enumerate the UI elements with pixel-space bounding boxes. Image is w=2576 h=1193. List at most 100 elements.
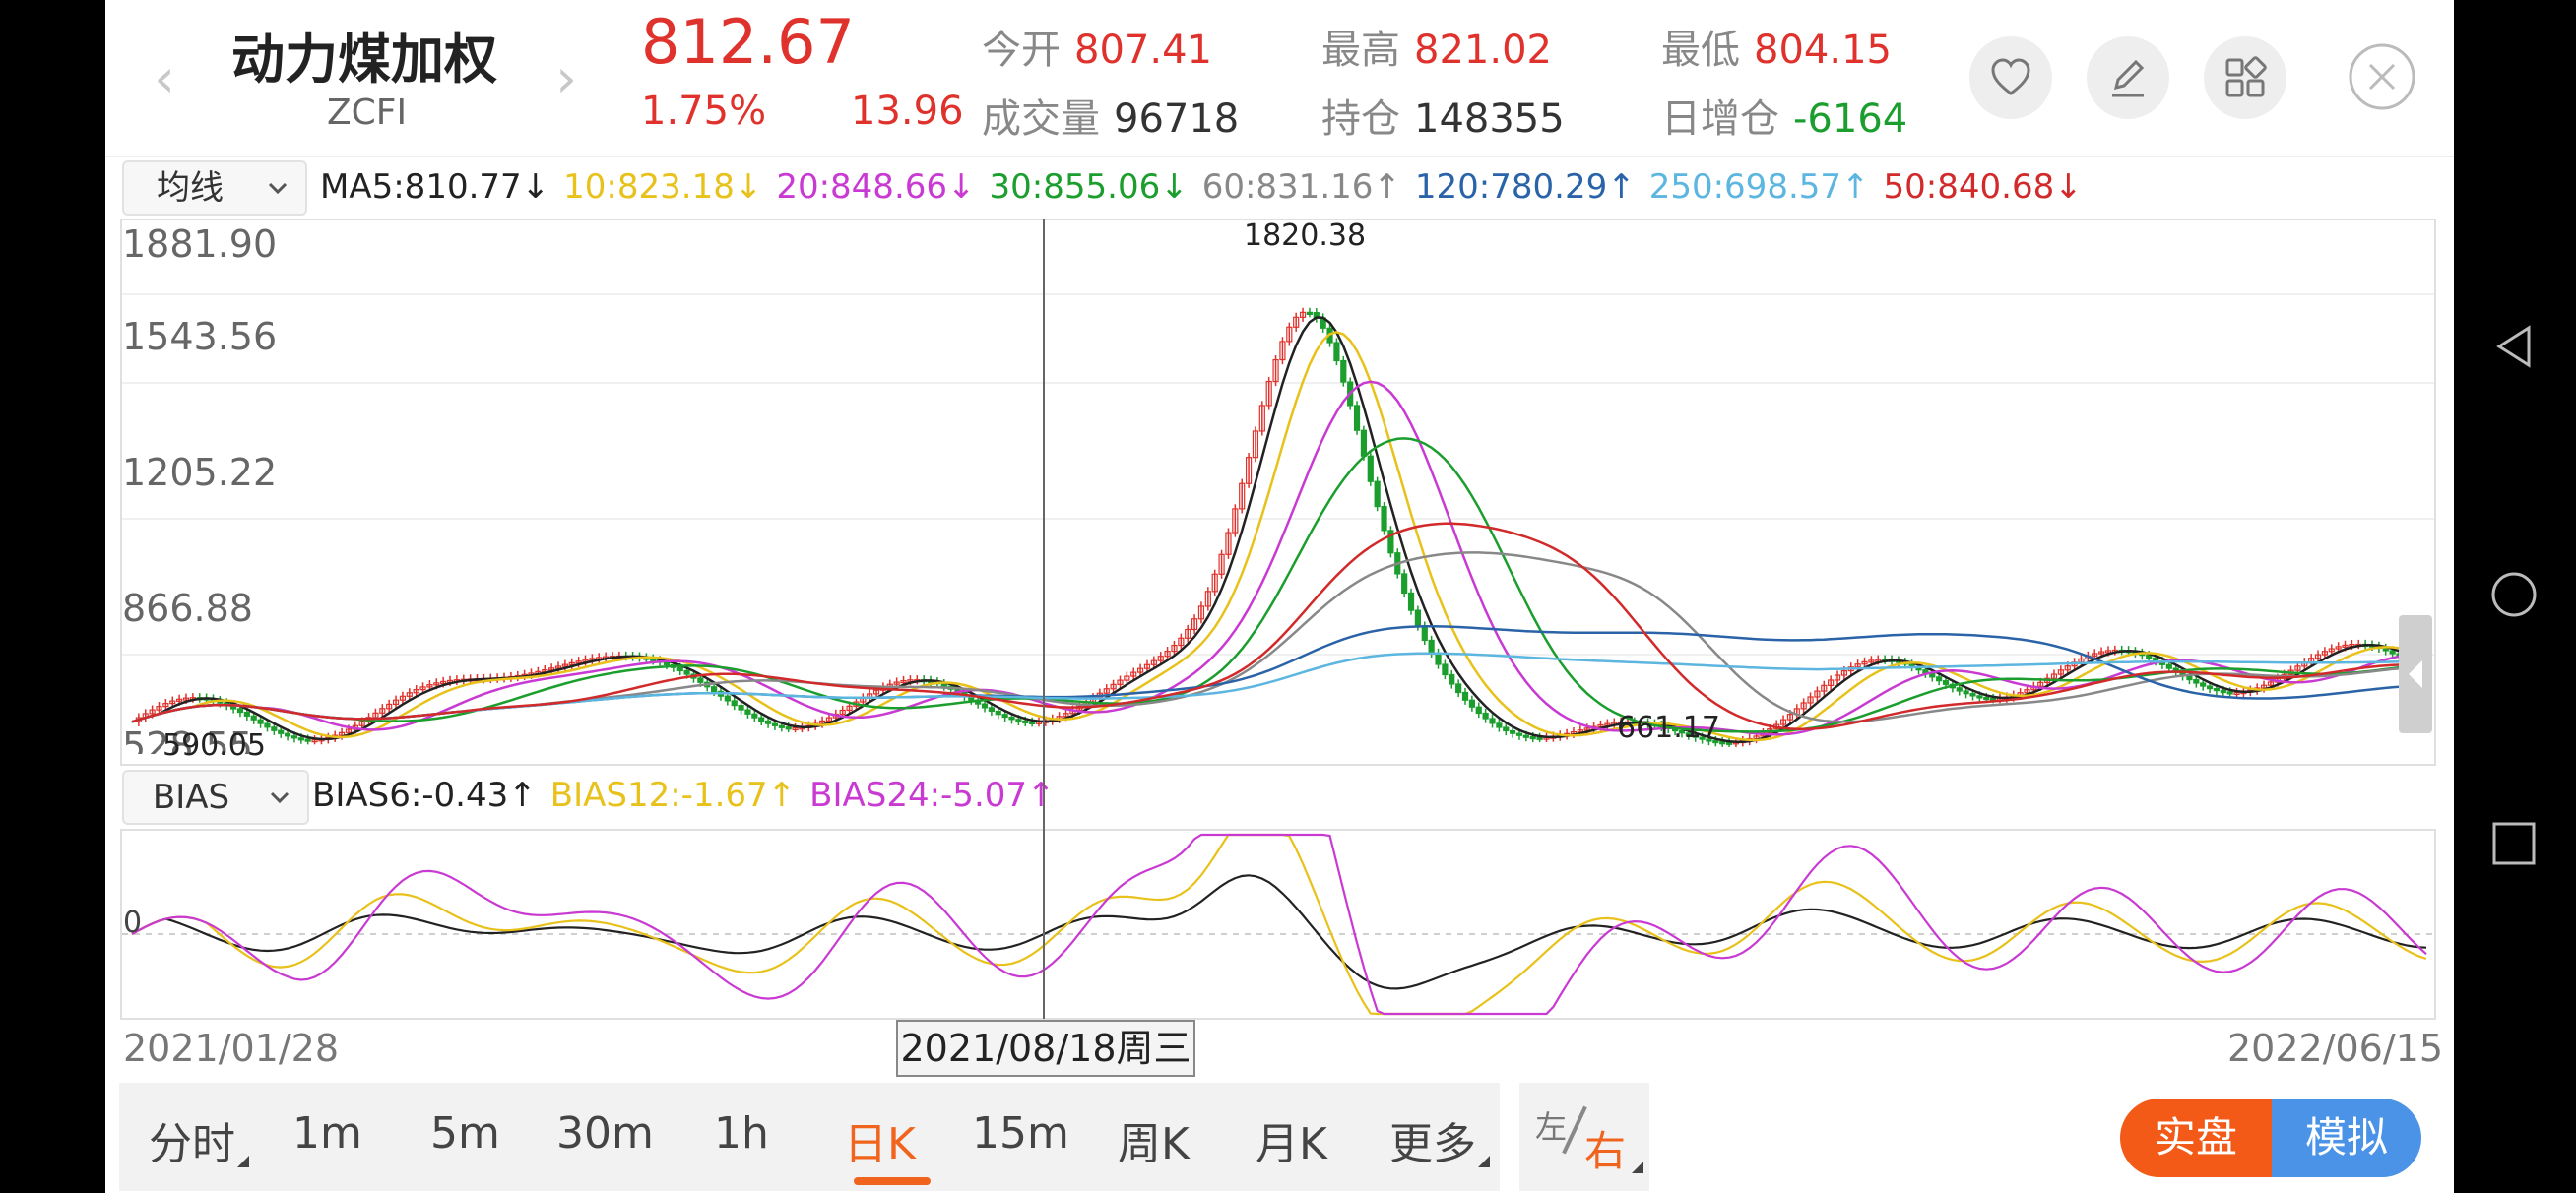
bias-item: BIAS6:-0.43↑	[312, 776, 537, 815]
tab-5m[interactable]: 5m	[430, 1108, 500, 1159]
tab-15m[interactable]: 15m	[972, 1108, 1069, 1159]
bias-chart-svg	[122, 833, 2434, 1016]
candle-body	[2200, 682, 2207, 687]
stat-open: 今开 807.41	[982, 28, 1212, 73]
candle-body	[2186, 675, 2193, 681]
candle-body	[2335, 646, 2342, 650]
candle-body	[1442, 663, 1449, 676]
edit-button[interactable]	[2087, 36, 2169, 119]
candle-body	[2193, 678, 2200, 684]
candle-body	[358, 721, 365, 726]
candle-body	[1381, 505, 1387, 532]
candle-body	[1468, 699, 1475, 708]
y-axis-label: 1881.90	[122, 222, 278, 266]
ma-item: 50:840.68↓	[1883, 167, 2083, 207]
candle-body	[1515, 732, 1523, 736]
active-tab-indicator	[854, 1177, 931, 1185]
watchlist-button[interactable]	[1969, 36, 2052, 119]
candle-body	[1407, 592, 1415, 611]
axis-side-toggle[interactable]: 左 右	[1519, 1083, 1649, 1191]
candle-body	[236, 708, 244, 714]
tab-more[interactable]: 更多	[1389, 1108, 1490, 1171]
tab-daily[interactable]: 日K	[844, 1119, 916, 1169]
candle-body	[1340, 359, 1347, 383]
candle-body	[778, 724, 785, 728]
candle-body	[392, 699, 400, 706]
bias-line	[131, 874, 2427, 990]
candle-body	[1435, 652, 1442, 665]
nav-back-icon[interactable]	[2489, 322, 2539, 371]
candle-body	[1022, 720, 1029, 724]
candle-body	[554, 665, 562, 669]
candle-body	[839, 709, 846, 716]
start-price-label: 590.05	[162, 728, 266, 763]
candle-body	[278, 729, 285, 734]
ma-values-row: MA5:810.77↓ 10:823.18↓ 20:848.66↓ 30:855.06…	[320, 167, 2096, 207]
candle-body	[988, 707, 995, 713]
tab-intraday[interactable]: 分时	[149, 1108, 249, 1171]
candle-body	[548, 667, 555, 671]
candle-body	[1164, 650, 1171, 658]
nav-recents-icon[interactable]	[2489, 819, 2539, 868]
candle-body	[981, 703, 989, 709]
candle-body	[2294, 665, 2301, 671]
candle-body	[284, 732, 291, 737]
last-price: 812.67	[641, 6, 855, 78]
candle-body	[1414, 609, 1421, 627]
candle-body	[1401, 573, 1408, 595]
close-button[interactable]	[2347, 41, 2417, 112]
chevron-down-icon	[268, 182, 288, 195]
prev-arrow-icon[interactable]: ‹	[154, 47, 175, 109]
candle-body	[792, 726, 799, 731]
change-percent: 1.75%	[641, 89, 767, 134]
candle-body	[1137, 667, 1144, 673]
candle-body	[1840, 669, 1848, 676]
bias-chart-area[interactable]	[120, 829, 2436, 1020]
ma-line	[131, 330, 2427, 742]
real-trade-button[interactable]: 实盘	[2120, 1099, 2272, 1177]
candle-body	[2057, 669, 2064, 675]
tab-1m[interactable]: 1m	[292, 1108, 362, 1159]
candle-body	[1299, 311, 1307, 318]
ma-item: 30:855.06↓	[989, 167, 1189, 207]
nav-home-icon[interactable]	[2489, 570, 2539, 619]
candle-body	[1110, 683, 1117, 690]
candle-body	[1211, 573, 1218, 593]
ma-item: 250:698.57↑	[1648, 167, 1870, 207]
candle-body	[2206, 685, 2214, 690]
candle-body	[1936, 676, 1943, 682]
collapse-handle[interactable]	[2399, 615, 2432, 733]
tab-weekly[interactable]: 周K	[1118, 1119, 1190, 1169]
sub-indicator-select[interactable]: BIAS	[122, 770, 309, 825]
heart-icon	[1991, 58, 2030, 95]
tab-monthly[interactable]: 月K	[1256, 1119, 1327, 1169]
candle-body	[1854, 663, 1861, 668]
candle-body	[724, 695, 731, 702]
candle-body	[1218, 553, 1225, 575]
candle-body	[995, 710, 1001, 716]
candle-body	[1969, 693, 1976, 697]
candle-body	[2024, 689, 2030, 694]
main-indicator-select[interactable]: 均线	[122, 160, 307, 216]
tab-30m[interactable]: 30m	[556, 1108, 654, 1159]
tab-1h[interactable]: 1h	[714, 1108, 769, 1159]
price-chart-area[interactable]	[120, 219, 2436, 766]
candle-body	[561, 663, 568, 667]
header-divider	[105, 156, 2454, 157]
next-arrow-icon[interactable]: ›	[555, 47, 577, 109]
y-axis-label: 1205.22	[122, 451, 278, 494]
candle-body	[710, 686, 718, 693]
stat-daily-oi-change: 日增仓 -6164	[1661, 96, 1908, 142]
candle-body	[1143, 663, 1151, 669]
candle-body	[1428, 639, 1435, 654]
candle-body	[738, 705, 744, 711]
candle-body	[2389, 650, 2396, 655]
simulated-trade-button[interactable]: 模拟	[2272, 1099, 2421, 1177]
candle-body	[2092, 653, 2098, 657]
bias-zero-label: 0	[123, 906, 143, 940]
candle-body	[1807, 696, 1814, 704]
layout-button[interactable]	[2204, 36, 2286, 119]
candle-body	[1597, 723, 1604, 728]
candle-body	[1861, 660, 1868, 665]
candle-body	[372, 712, 379, 719]
